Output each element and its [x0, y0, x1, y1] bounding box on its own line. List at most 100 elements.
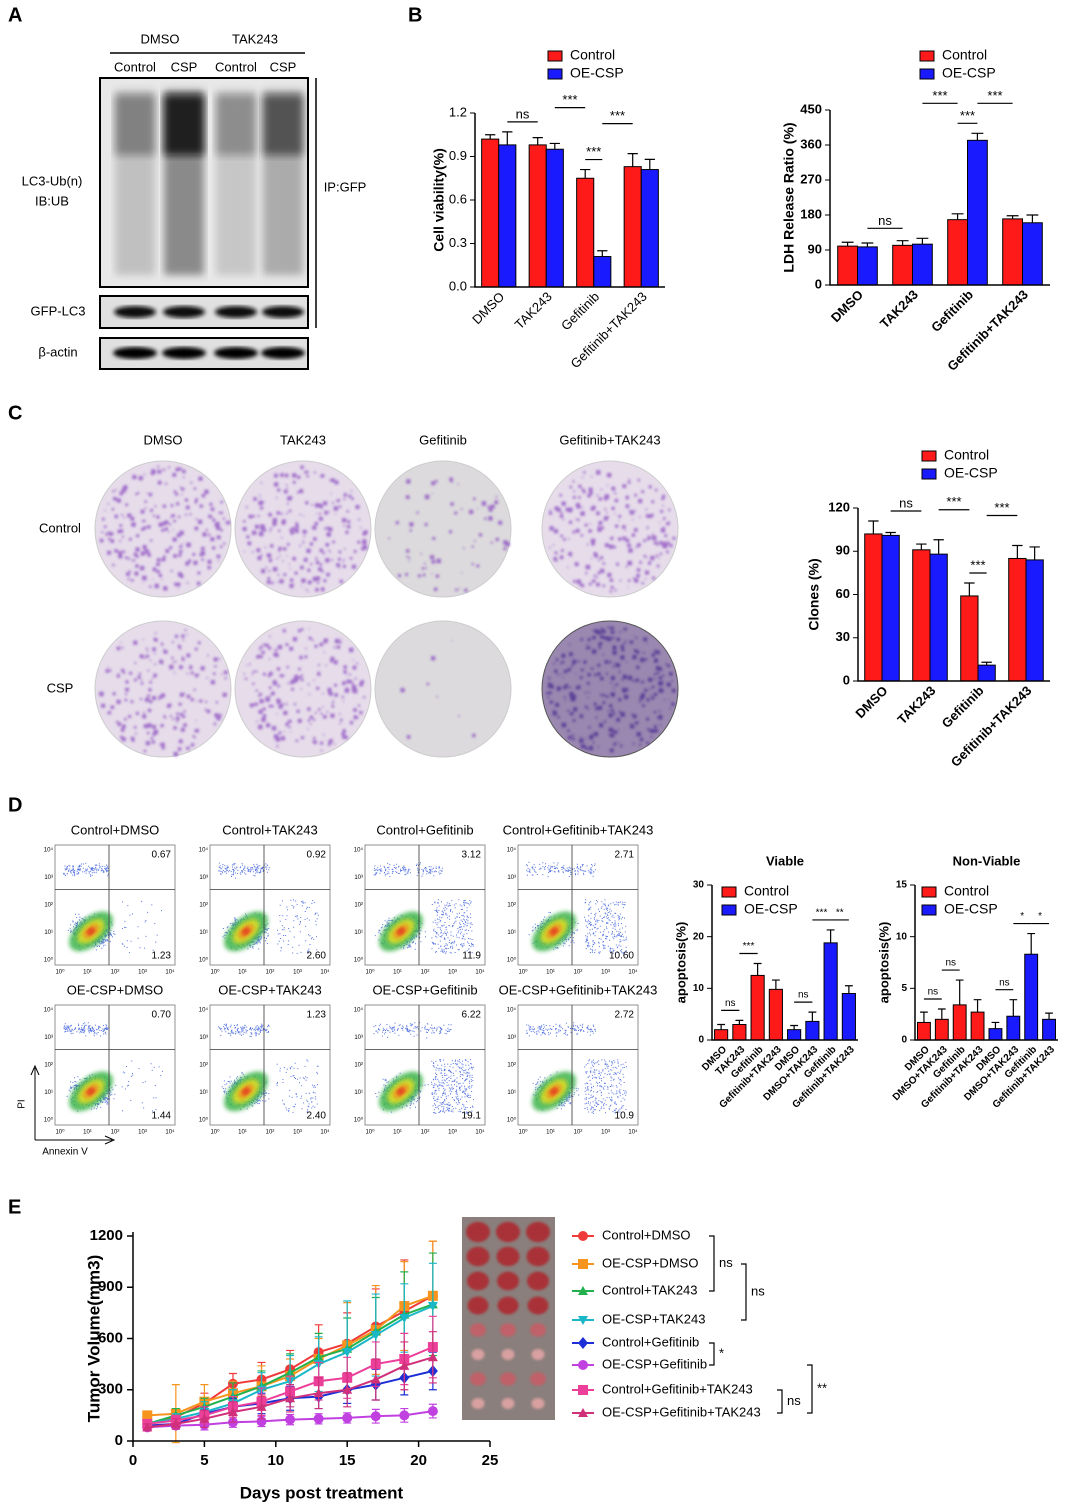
x-tick-label: TAK243	[512, 289, 555, 332]
axes	[474, 113, 665, 288]
flow-x-tick: 10⁰	[365, 1129, 375, 1136]
point	[170, 1418, 181, 1428]
tumor	[531, 1397, 545, 1410]
legend-significance: *	[719, 1345, 724, 1360]
quadrant-value: 0.70	[152, 1010, 172, 1021]
x-axis-label: Days post treatment	[240, 1483, 404, 1502]
legend-label: OE-CSP	[570, 65, 624, 81]
error-bar	[916, 543, 927, 550]
error-bar	[1006, 215, 1019, 219]
error-bar	[973, 999, 982, 1013]
legend-swatch	[921, 450, 937, 462]
flow-x-tick: 10²	[574, 970, 583, 976]
error-bar	[885, 531, 896, 536]
quadrant-value: 1.23	[307, 1010, 327, 1021]
significance-label: ns	[899, 495, 913, 510]
legend-swatch	[921, 468, 937, 480]
x-tick-label: Gefitinib	[558, 289, 602, 333]
error-bar	[1029, 546, 1040, 560]
flow-y-tick: 10⁰	[44, 1117, 54, 1124]
error-bar	[916, 237, 929, 245]
bar	[881, 534, 900, 682]
bar	[892, 244, 914, 286]
flow-x-tick: 10¹	[393, 1130, 402, 1136]
density-core	[242, 927, 250, 935]
flow-x-tick: 10⁰	[518, 969, 528, 976]
error-bar	[826, 929, 835, 943]
error-bar	[1026, 214, 1039, 223]
legend-marker	[578, 1231, 588, 1241]
y-tick-label: 900	[98, 1278, 123, 1295]
legend-label: OE-CSP	[944, 465, 998, 481]
density-core	[87, 1087, 95, 1095]
y-tick-label: 10	[693, 983, 705, 994]
legend-label: Control+TAK243	[602, 1282, 698, 1297]
legend-swatch	[919, 68, 935, 80]
y-tick-label: 1200	[90, 1227, 123, 1244]
flow-y-tick: 10¹	[199, 1090, 208, 1096]
error-bar	[502, 131, 513, 145]
point	[342, 1384, 353, 1394]
y-tick-label: 0.3	[449, 235, 467, 250]
panel-letter: E	[8, 1196, 21, 1218]
flow-y-tick: 10⁰	[199, 1117, 209, 1124]
y-axis-label: apoptosis(%)	[673, 922, 688, 1004]
flow-x-tick: 10⁴	[320, 969, 330, 976]
point	[427, 1406, 438, 1417]
blot-group-label: TAK243	[232, 31, 278, 46]
bar	[1024, 953, 1039, 1041]
quadrant-value: 0.92	[307, 850, 327, 861]
x-tick-label: 20	[410, 1452, 427, 1469]
flow-x-tick: 10⁴	[628, 1129, 638, 1136]
flow-y-tick: 10¹	[44, 930, 53, 936]
legend-bracket	[741, 1263, 747, 1321]
flow-y-tick: 10⁴	[199, 847, 209, 854]
flow-x-tick: 10¹	[546, 1130, 555, 1136]
lane-label: Control	[114, 59, 156, 74]
significance-label: ns	[928, 987, 939, 998]
flow-y-tick: 10⁴	[354, 1007, 364, 1014]
legend-swatch	[919, 50, 935, 62]
tumor	[526, 1246, 550, 1267]
flow-y-tick: 10⁰	[354, 957, 364, 964]
flow-y-label: PI	[17, 1099, 28, 1108]
flow-y-tick: 10⁰	[507, 957, 517, 964]
x-tick-label: TAK243	[894, 683, 938, 727]
x-tick-label: TAK243	[877, 287, 921, 331]
point	[142, 1410, 153, 1421]
quadrant-value: 2.71	[615, 850, 635, 861]
point	[342, 1348, 353, 1358]
bar	[947, 219, 969, 286]
bar	[912, 549, 931, 682]
quadrant-value: 2.40	[307, 1111, 327, 1122]
colonies	[99, 465, 230, 591]
chart-title: Non-Viable	[953, 853, 1021, 868]
quadrant-value: 19.1	[462, 1111, 482, 1122]
tumor	[467, 1271, 489, 1291]
legend-label: Control	[944, 447, 989, 463]
tumor	[496, 1221, 520, 1243]
quadrant-value: 6.22	[462, 1010, 482, 1021]
flow-x-tick: 10⁴	[628, 969, 638, 976]
bar	[1002, 218, 1024, 286]
flow-title: OE-CSP+Gefitinib	[372, 982, 477, 997]
flow-x-tick: 10²	[574, 1130, 583, 1136]
point	[227, 1406, 238, 1416]
point	[427, 1302, 438, 1312]
point	[313, 1388, 324, 1398]
bar	[837, 245, 859, 286]
tumor	[470, 1323, 486, 1337]
blot-band	[261, 347, 305, 359]
bar	[823, 942, 838, 1041]
x-tick-label: Gefitinib	[939, 683, 987, 731]
flow-title: Control+Gefitinib+TAK243	[503, 822, 654, 837]
bar	[1022, 222, 1043, 286]
flow-y-tick: 10⁴	[507, 847, 517, 854]
flow-y-tick: 10⁰	[199, 957, 209, 964]
error-bar	[1045, 1012, 1053, 1020]
blot-label: β-actin	[38, 344, 77, 359]
tumor	[530, 1372, 546, 1386]
flow-x-tick: 10³	[138, 1130, 147, 1136]
tumor	[471, 1348, 485, 1361]
tumor	[496, 1246, 520, 1267]
